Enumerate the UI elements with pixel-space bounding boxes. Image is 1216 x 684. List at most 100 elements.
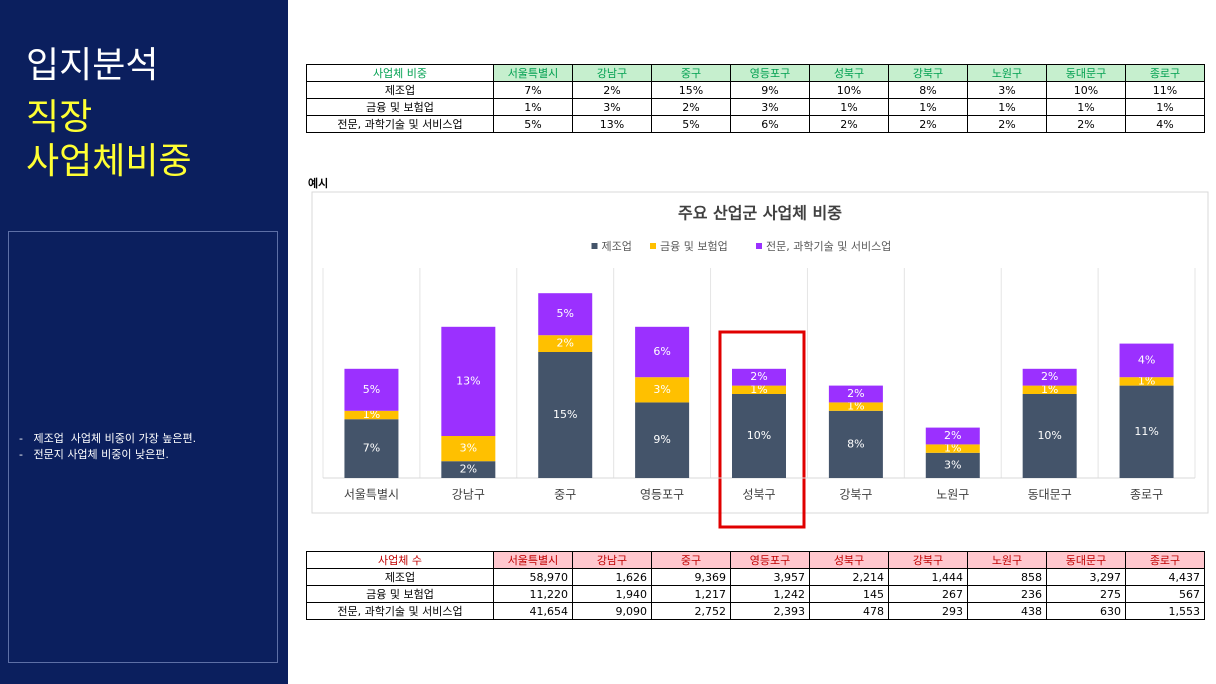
row-label: 금융 및 보험업 xyxy=(306,98,494,116)
x-tick-label: 강북구 xyxy=(839,488,872,502)
cell: 275 xyxy=(1046,585,1126,603)
data-label: 2% xyxy=(944,429,961,442)
data-label: 7% xyxy=(363,442,380,455)
cell: 1,242 xyxy=(730,585,810,603)
data-label: 1% xyxy=(750,383,767,396)
data-label: 5% xyxy=(363,383,380,396)
data-label: 1% xyxy=(847,400,864,413)
bar-segment xyxy=(925,452,980,478)
cell: 10% xyxy=(809,81,889,99)
data-label: 5% xyxy=(556,307,573,320)
cell: 2% xyxy=(888,115,968,133)
header-cell: 사업체 비중 xyxy=(306,64,494,82)
data-label: 11% xyxy=(1134,425,1158,438)
cell: 11% xyxy=(1125,81,1205,99)
header-cell: 동대문구 xyxy=(1046,551,1126,569)
cell: 9,369 xyxy=(651,568,731,586)
bar-segment xyxy=(635,377,690,403)
note: - 제조업 사업체 비중이 가장 높은편. xyxy=(19,432,197,445)
bar-segment xyxy=(1119,385,1174,478)
chart-title: 주요 산업군 사업체 비중 xyxy=(678,204,842,223)
highlight-box xyxy=(718,330,806,529)
cell: 2% xyxy=(967,115,1047,133)
bar-segment xyxy=(1119,343,1174,378)
row-label: 전문, 과학기술 및 서비스업 xyxy=(306,602,494,620)
bar-segment xyxy=(1119,377,1174,386)
bar-segment xyxy=(538,335,593,352)
data-label: 10% xyxy=(747,429,771,442)
cell: 7% xyxy=(493,81,573,99)
bar-segment xyxy=(925,444,980,453)
data-label: 2% xyxy=(460,463,477,476)
header-cell: 동대문구 xyxy=(1046,64,1126,82)
header-cell: 중구 xyxy=(651,64,731,82)
table-row: 전문, 과학기술 및 서비스업 41,654 9,090 2,752 2,393 478 2… xyxy=(306,602,1205,620)
header-cell: 중구 xyxy=(651,551,731,569)
bar-segment xyxy=(925,427,980,445)
cell: 1,217 xyxy=(651,585,731,603)
data-label: 1% xyxy=(944,442,961,455)
x-tick-label: 서울특별시 xyxy=(344,488,399,502)
note: - 전문지 사업체 비중이 낮은편. xyxy=(19,448,169,461)
header-cell: 영등포구 xyxy=(730,551,810,569)
legend-swatch xyxy=(756,243,762,249)
cell: 13% xyxy=(572,115,652,133)
data-label: 8% xyxy=(847,437,864,450)
cell: 15% xyxy=(651,81,731,99)
cell: 3% xyxy=(730,98,810,116)
note-box: - 제조업 사업체 비중이 가장 높은편. - 전문지 사업체 비중이 낮은편. xyxy=(8,231,278,663)
cell: 1% xyxy=(1046,98,1126,116)
cell: 5% xyxy=(651,115,731,133)
bar-segment xyxy=(344,368,399,411)
cell: 478 xyxy=(809,602,889,620)
x-tick-label: 강남구 xyxy=(452,488,485,502)
cell: 236 xyxy=(967,585,1047,603)
header-cell: 강북구 xyxy=(888,551,968,569)
data-label: 10% xyxy=(1037,429,1061,442)
bar-segment xyxy=(828,402,883,411)
data-label: 4% xyxy=(1138,353,1155,366)
cell: 2% xyxy=(809,115,889,133)
header-cell: 강남구 xyxy=(572,551,652,569)
cell: 5% xyxy=(493,115,573,133)
bar-segment xyxy=(828,385,883,403)
cell: 630 xyxy=(1046,602,1126,620)
cell: 3,297 xyxy=(1046,568,1126,586)
bar-segment xyxy=(538,352,593,478)
cell: 10% xyxy=(1046,81,1126,99)
count-table: 사업체 수 서울특별시 강남구 중구 영등포구 성북구 강북구 노원구 동대문구 종로구 제조업 58… xyxy=(306,551,1205,620)
x-tick-label: 노원구 xyxy=(936,488,969,502)
x-tick-label: 동대문구 xyxy=(1028,488,1072,502)
data-label: 2% xyxy=(750,370,767,383)
data-label: 9% xyxy=(653,433,670,446)
row-label: 제조업 xyxy=(306,81,494,99)
header-cell: 성북구 xyxy=(809,64,889,82)
sidebar: 입지분석 직장 사업체비중 - 제조업 사업체 비중이 가장 높은편. - 전문… xyxy=(0,0,288,684)
legend-label: 금융 및 보험업 xyxy=(660,240,728,253)
bar-segment xyxy=(1022,385,1077,394)
data-label: 3% xyxy=(460,442,477,455)
cell: 145 xyxy=(809,585,889,603)
bar-segment xyxy=(635,402,690,478)
table-row: 금융 및 보험업 1% 3% 2% 3% 1% 1% 1% 1% 1% xyxy=(306,98,1205,116)
header-cell: 서울특별시 xyxy=(493,551,573,569)
cell: 267 xyxy=(888,585,968,603)
cell: 9,090 xyxy=(572,602,652,620)
cell: 2,214 xyxy=(809,568,889,586)
data-label: 1% xyxy=(1138,374,1155,387)
header-row: 사업체 수 서울특별시 강남구 중구 영등포구 성북구 강북구 노원구 동대문구 종로구 xyxy=(306,551,1205,569)
cell: 1% xyxy=(493,98,573,116)
data-label: 2% xyxy=(1041,370,1058,383)
bar-segment xyxy=(732,385,786,394)
cell: 1% xyxy=(888,98,968,116)
data-label: 15% xyxy=(553,408,577,421)
bar-segment xyxy=(441,436,496,462)
bar-segment xyxy=(1022,368,1077,386)
cell: 2,393 xyxy=(730,602,810,620)
cell: 6% xyxy=(730,115,810,133)
data-label: 1% xyxy=(363,408,380,421)
slide-title: 입지분석 xyxy=(26,45,159,86)
cell: 1% xyxy=(967,98,1047,116)
header-row: 사업체 비중 서울특별시 강남구 중구 영등포구 성북구 강북구 노원구 동대문구 종로구 xyxy=(306,64,1205,82)
